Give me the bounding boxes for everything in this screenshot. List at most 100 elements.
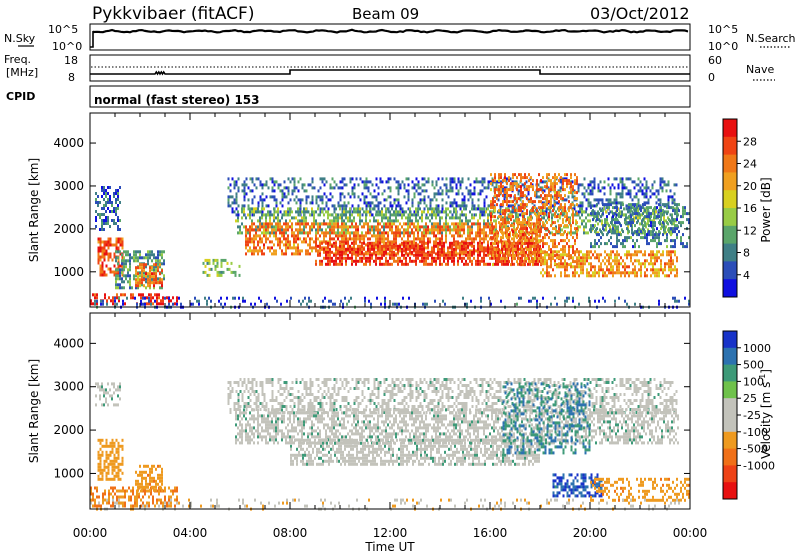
heatmap-cell: [333, 204, 336, 208]
heatmap-cell: [663, 180, 666, 184]
heatmap-cell: [608, 253, 610, 257]
heatmap-cell: [385, 259, 387, 263]
heatmap-cell: [512, 173, 514, 177]
heatmap-cell: [115, 213, 117, 216]
heatmap-cell: [503, 198, 506, 202]
heatmap-cell: [523, 237, 525, 241]
heatmap-cell: [573, 204, 576, 208]
heatmap-cell: [159, 281, 161, 285]
heatmap-cell: [465, 237, 467, 241]
heatmap-cell: [395, 247, 397, 251]
heatmap-cell: [651, 183, 654, 187]
heatmap-cell: [155, 281, 157, 285]
heatmap-cell: [263, 183, 266, 187]
heatmap-cell: [604, 271, 606, 275]
heatmap-cell: [667, 210, 669, 214]
heatmap-cell: [673, 183, 676, 187]
heatmap-cell: [103, 273, 106, 277]
heatmap-cell: [325, 201, 328, 205]
heatmap-cell: [251, 210, 253, 214]
heatmap-cell: [558, 227, 560, 231]
heatmap-cell: [299, 177, 302, 181]
heatmap-cell: [353, 183, 356, 187]
heatmap-cell: [626, 250, 628, 254]
heatmap-cell: [409, 207, 411, 211]
heatmap-cell: [433, 213, 435, 217]
heatmap-cell: [377, 225, 379, 229]
heatmap-cell: [351, 259, 353, 263]
heatmap-cell: [285, 213, 287, 217]
heatmap-cell: [249, 240, 251, 244]
heatmap-cell: [457, 234, 459, 238]
heatmap-cell: [375, 243, 377, 247]
heatmap-cell: [365, 234, 367, 238]
heatmap-cell: [337, 186, 340, 190]
heatmap-cell: [339, 186, 342, 190]
heatmap-cell: [629, 177, 632, 181]
heatmap-cell: [538, 245, 540, 249]
heatmap-cell: [241, 204, 244, 208]
heatmap-cell: [299, 204, 302, 208]
heatmap-cell: [315, 237, 317, 241]
heatmap-cell: [575, 219, 577, 223]
heatmap-cell: [655, 231, 657, 235]
heatmap-cell: [463, 198, 466, 202]
heatmap-cell: [562, 265, 564, 269]
heatmap-cell: [519, 234, 521, 238]
heatmap-cell: [97, 258, 100, 262]
heatmap-cell: [239, 225, 241, 229]
heatmap-cell: [528, 251, 530, 255]
heatmap-cell: [548, 206, 550, 210]
heatmap-cell: [365, 183, 368, 187]
heatmap-cell: [323, 207, 326, 211]
heatmap-cell: [119, 274, 121, 278]
heatmap-cell: [92, 302, 94, 306]
heatmap-cell: [550, 253, 552, 257]
heatmap-cell: [544, 250, 546, 254]
heatmap-cell: [413, 225, 415, 229]
heatmap-cell: [533, 237, 535, 241]
heatmap-cell: [407, 192, 410, 196]
heatmap-cell: [283, 213, 285, 217]
heatmap-cell: [419, 207, 421, 211]
heatmap-cell: [509, 204, 512, 208]
heatmap-cell: [481, 259, 483, 263]
heatmap-cell: [429, 262, 431, 266]
heatmap-cell: [445, 219, 447, 223]
heatmap-cell: [253, 234, 255, 238]
heatmap-cell: [152, 296, 154, 300]
heatmap-cell: [431, 262, 433, 266]
heatmap-cell: [265, 222, 267, 226]
heatmap-cell: [113, 273, 116, 277]
heatmap-cell: [545, 210, 548, 214]
heatmap-cell: [516, 188, 518, 192]
heatmap-cell: [453, 262, 455, 266]
heatmap-cell: [588, 274, 590, 278]
heatmap-cell: [471, 253, 473, 257]
heatmap-cell: [513, 240, 515, 244]
heatmap-cell: [485, 231, 487, 235]
heatmap-cell: [295, 249, 297, 253]
heatmap-cell: [218, 273, 221, 277]
heatmap-cell: [147, 281, 149, 285]
heatmap-cell: [477, 219, 479, 223]
heatmap-cell: [494, 173, 496, 177]
heatmap-cell: [399, 259, 401, 263]
heatmap-cell: [283, 222, 285, 226]
heatmap-cell: [437, 177, 440, 181]
heatmap-cell: [554, 173, 556, 177]
heatmap-cell: [273, 216, 275, 220]
heatmap-cell: [469, 241, 471, 245]
heatmap-cell: [391, 262, 393, 266]
heatmap-cell: [319, 244, 321, 248]
heatmap-cell: [490, 188, 492, 192]
heatmap-cell: [305, 249, 307, 253]
heatmap-cell: [379, 234, 381, 238]
heatmap-cell: [323, 231, 325, 235]
nave-label: Nave: [746, 63, 774, 76]
heatmap-cell: [594, 256, 596, 260]
heatmap-cell: [255, 207, 257, 211]
heatmap-cell: [609, 192, 612, 196]
heatmap-cell: [490, 242, 492, 246]
heatmap-cell: [589, 180, 592, 184]
